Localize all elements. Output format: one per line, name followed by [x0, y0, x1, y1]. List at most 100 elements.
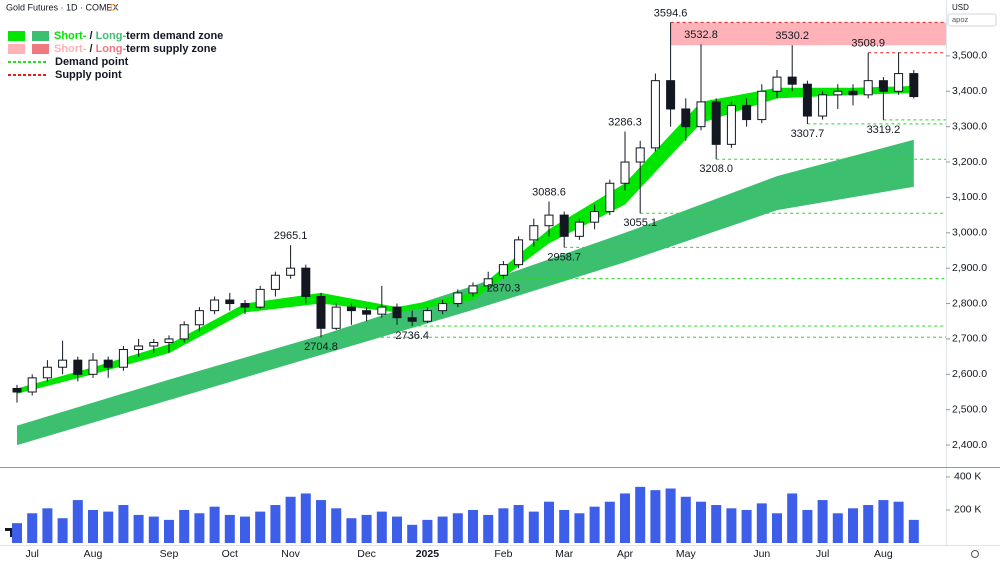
candle-body [863, 80, 873, 96]
volume-bar [908, 519, 919, 543]
x-tick-label: 2025 [416, 548, 440, 560]
volume-bar [604, 501, 615, 543]
currency[interactable]: USD [952, 3, 969, 12]
y-tick-label: 400 K [954, 471, 981, 483]
volume-bar [832, 513, 843, 543]
y-tick-label: 3,500.0 [952, 50, 987, 62]
pivot-label: 3594.6 [654, 7, 688, 19]
legend-text: term supply zone [126, 43, 216, 55]
legend-text: Supply point [55, 69, 122, 81]
y-tick-label: 2,900.0 [952, 262, 987, 274]
volume-bar [756, 503, 767, 543]
interval-badge[interactable]: D [110, 2, 117, 12]
volume-bar [635, 486, 646, 543]
legend-text: Long- [96, 43, 127, 55]
pivot-label: 2870.3 [487, 283, 521, 295]
volume-bar [559, 509, 570, 543]
candle-body [134, 345, 144, 351]
pivot-label: 3307.7 [791, 128, 825, 140]
candle-body [286, 267, 296, 276]
volume-bar [133, 514, 144, 543]
candle-body [696, 101, 706, 128]
y-tick-label: 3,200.0 [952, 156, 987, 168]
volume-bar [376, 511, 387, 543]
account: apoz [952, 15, 969, 24]
pivot-label: 3088.6 [532, 186, 566, 198]
volume-bar [392, 516, 402, 543]
candle-body [529, 225, 539, 241]
candle-body [438, 303, 448, 312]
pivot-label: 3530.2 [775, 30, 809, 42]
y-tick-label: 3,400.0 [952, 85, 987, 97]
volume-bar [696, 501, 706, 543]
volume-bar [103, 511, 114, 543]
volume-bar [422, 519, 433, 543]
candle-body [848, 90, 858, 96]
volume-bar [88, 509, 98, 543]
candle-body [270, 274, 280, 290]
legend-entry: Short- / Long-term supply zone [54, 43, 217, 55]
candle-body [27, 377, 37, 393]
candle-body [833, 90, 843, 96]
settings-icon[interactable] [971, 550, 979, 558]
legend-entry: Supply point [55, 69, 122, 81]
volume-bar [741, 509, 752, 543]
legend-text: Short- [54, 43, 87, 55]
x-tick-label: Jul [25, 548, 38, 560]
x-tick-label: Apr [617, 548, 634, 560]
candle-body [118, 349, 128, 368]
volume-bar [72, 500, 83, 543]
candle-body [726, 104, 736, 145]
y-tick-label: 2,500.0 [952, 403, 987, 415]
x-tick-label: Mar [555, 548, 574, 560]
candle-body [468, 285, 478, 294]
legend-text: Demand point [55, 56, 129, 68]
candle-body [483, 278, 493, 287]
legend-text: Long- [96, 30, 127, 42]
candle-body [88, 359, 98, 375]
candle-body [179, 324, 189, 340]
volume-bar [848, 508, 858, 543]
candle-body [681, 108, 691, 128]
supply-zone [670, 22, 946, 46]
candle-body [58, 359, 68, 368]
candle-body [498, 264, 508, 276]
candle-body [802, 83, 812, 117]
candle-body [407, 317, 417, 322]
x-tick-label: Aug [84, 548, 103, 560]
pivot-label: 3319.2 [867, 124, 901, 136]
candle-body [240, 303, 250, 308]
volume-bar [513, 505, 524, 543]
y-tick-label: 3,000.0 [952, 227, 987, 239]
volume-bar [255, 511, 266, 543]
volume-bar [483, 514, 494, 543]
volume-bar [544, 501, 554, 543]
candle-body [650, 80, 660, 149]
volume-bar [528, 511, 539, 543]
candle-body [225, 299, 235, 305]
volume-bar [224, 514, 235, 543]
candle-body [392, 306, 402, 319]
volume-bar [787, 493, 798, 543]
y-tick-label: 3,300.0 [952, 120, 987, 132]
volume-bar [12, 523, 22, 543]
candle-body [103, 359, 113, 368]
candle-body [42, 366, 52, 379]
volume-bar [452, 513, 463, 543]
candle-body [73, 359, 83, 375]
volume-bar [164, 519, 174, 543]
volume-bar [468, 509, 478, 543]
account-box[interactable] [947, 13, 997, 27]
candle-body [210, 299, 220, 312]
legend-text: term demand zone [126, 30, 223, 42]
volume-bar [331, 508, 342, 543]
y-tick-label: 200 K [954, 504, 981, 516]
pivot-label: 2704.8 [304, 341, 338, 353]
volume-bar [285, 496, 296, 543]
candle-body [605, 182, 615, 213]
legend-text: / [86, 43, 95, 55]
volume-bar [726, 508, 737, 543]
volume-bar [240, 516, 250, 543]
x-tick-label: Feb [494, 548, 512, 560]
